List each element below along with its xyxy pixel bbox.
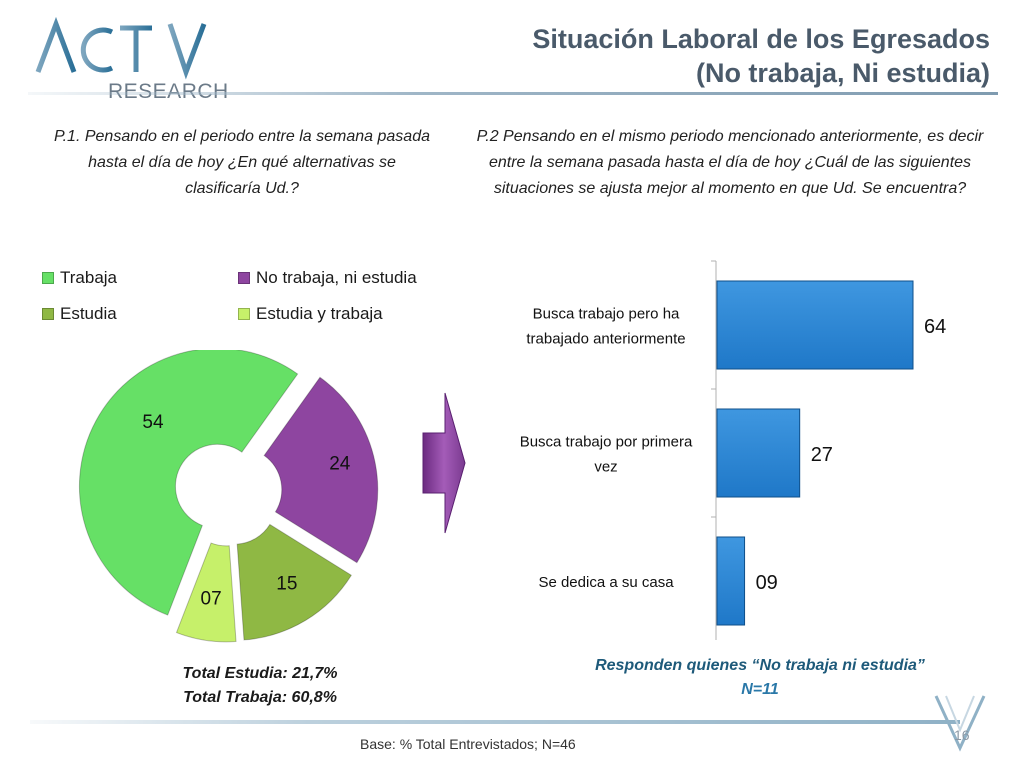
donut-value-label: 54	[142, 412, 164, 433]
title-divider	[28, 92, 998, 95]
legend-swatch-estudia	[42, 308, 54, 320]
bar-category-label: trabajado anteriormente	[526, 331, 685, 348]
right-arrow-icon	[422, 392, 466, 534]
donut-value-label: 15	[276, 574, 297, 595]
legend-label: No trabaja, ni estudia	[256, 268, 417, 287]
logo-research-text: RESEARCH	[108, 80, 229, 104]
bar-category-label: Se dedica a su casa	[538, 574, 674, 591]
legend-label: Estudia	[60, 304, 117, 323]
donut-slice-estudia	[236, 523, 353, 641]
total-estudia: Total Estudia: 21,7%	[182, 665, 338, 682]
question-p1: P.1. Pensando en el periodo entre la sem…	[54, 128, 430, 197]
bar-value-label: 64	[924, 316, 946, 338]
activa-research-logo: RESEARCH	[20, 10, 228, 110]
sample-size: N=11	[741, 681, 779, 698]
bar-1	[716, 280, 914, 370]
donut-slice-trabaja	[78, 350, 299, 616]
bar-category-label: Busca trabajo por primera	[520, 434, 693, 451]
bar-category-label: Busca trabajo pero ha	[533, 306, 680, 323]
base-note: Base: % Total Entrevistados; N=46	[360, 736, 576, 752]
bar-3	[716, 536, 746, 626]
donut-value-label: 24	[329, 454, 351, 475]
respondents-text: Responden quienes “No trabaja ni estudia…	[595, 657, 925, 674]
legend-item-no-trabaja: No trabaja, ni estudia	[238, 268, 417, 288]
donut-value-label: 07	[201, 589, 222, 610]
legend-label: Estudia y trabaja	[256, 304, 383, 323]
legend-item-trabaja: Trabaja	[42, 268, 117, 288]
legend-swatch-no-trabaja	[238, 272, 250, 284]
bar-chart: 64 Busca trabajo pero ha trabajado anterio…	[520, 260, 946, 640]
donut-chart: 24 15 07 54	[78, 350, 379, 643]
activa-logo-mark	[35, 16, 207, 80]
donut-slice-estudia-trabaja	[175, 542, 237, 643]
bar-value-label: 27	[811, 444, 833, 466]
legend-swatch-trabaja	[42, 272, 54, 284]
legend-item-estudia: Estudia	[42, 304, 117, 324]
total-trabaja: Total Trabaja: 60,8%	[183, 689, 337, 706]
footer-divider	[30, 720, 960, 724]
legend-label: Trabaja	[60, 268, 118, 287]
bar-category-label: vez	[594, 459, 617, 476]
question-p2: P.2 Pensando en el mismo periodo mencion…	[476, 128, 984, 197]
title-line-2: (No trabaja, Ni estudia)	[695, 58, 990, 88]
legend-swatch-estudia-trabaja	[238, 308, 250, 320]
page-title: Situación Laboral de los Egresados (No t…	[532, 22, 990, 90]
page-number: 16	[954, 727, 970, 743]
donut-slice-no-trabaja	[263, 376, 379, 564]
title-line-1: Situación Laboral de los Egresados	[532, 24, 990, 54]
totals-box: Total Estudia: 21,7% Total Trabaja: 60,8…	[150, 662, 370, 710]
respondents-note: Responden quienes “No trabaja ni estudia…	[520, 654, 1000, 702]
bar-2	[716, 408, 801, 498]
legend-item-estudia-trabaja: Estudia y trabaja	[238, 304, 383, 324]
footer-logo-icon	[934, 695, 986, 752]
bar-value-label: 09	[756, 572, 778, 594]
